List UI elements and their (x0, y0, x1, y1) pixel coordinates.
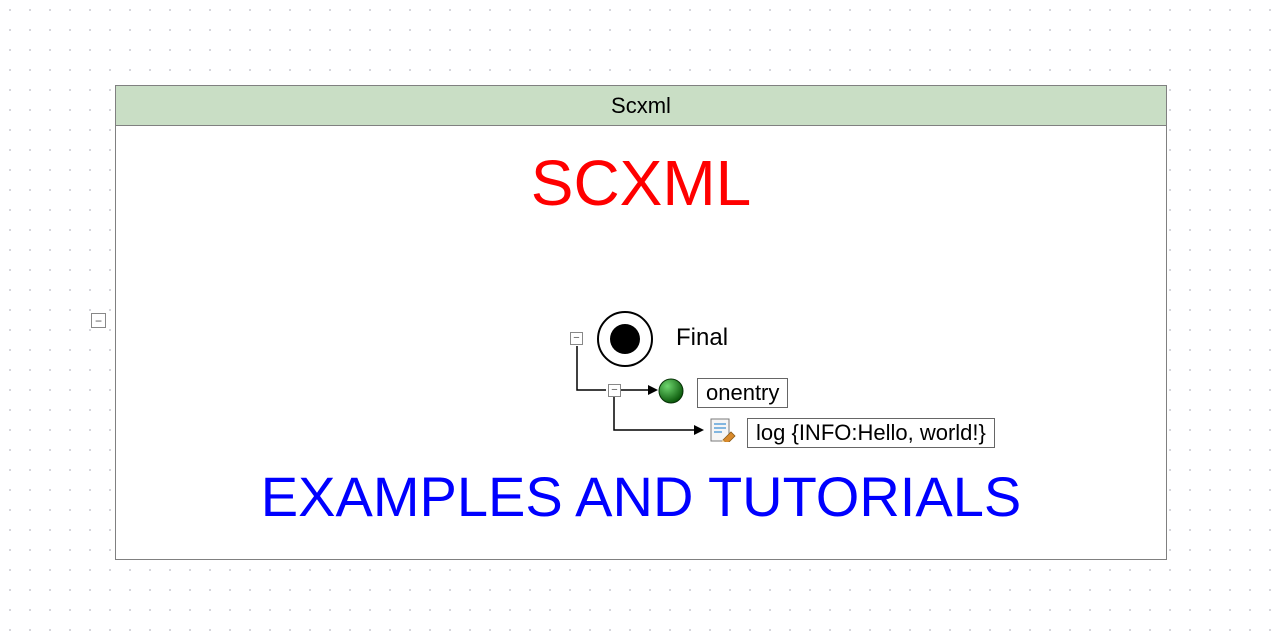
final-state-label: Final (676, 324, 728, 352)
onentry-label-box[interactable]: onentry (697, 378, 788, 408)
final-node-toggle[interactable]: − (570, 332, 583, 345)
final-state-icon (596, 310, 654, 368)
log-icon (709, 418, 737, 442)
panel-titlebar: Scxml (116, 86, 1166, 126)
final-state-node[interactable] (596, 310, 654, 368)
onentry-node[interactable] (658, 378, 684, 404)
panel-collapse-toggle[interactable]: − (91, 313, 106, 328)
headline-scxml: SCXML (116, 146, 1166, 220)
scxml-panel: Scxml SCXML EXAMPLES AND TUTORIALS − − F… (115, 85, 1167, 560)
log-label-box[interactable]: log {INFO:Hello, world!} (747, 418, 995, 448)
log-action-node[interactable] (709, 418, 737, 442)
state-diagram: − − Final onentry (566, 310, 1106, 450)
onentry-dot-icon (658, 378, 684, 404)
onentry-node-toggle[interactable]: − (608, 384, 621, 397)
headline-subtitle: EXAMPLES AND TUTORIALS (116, 464, 1166, 529)
panel-title: Scxml (611, 93, 671, 119)
arrow-to-onentry-dot (620, 382, 660, 400)
